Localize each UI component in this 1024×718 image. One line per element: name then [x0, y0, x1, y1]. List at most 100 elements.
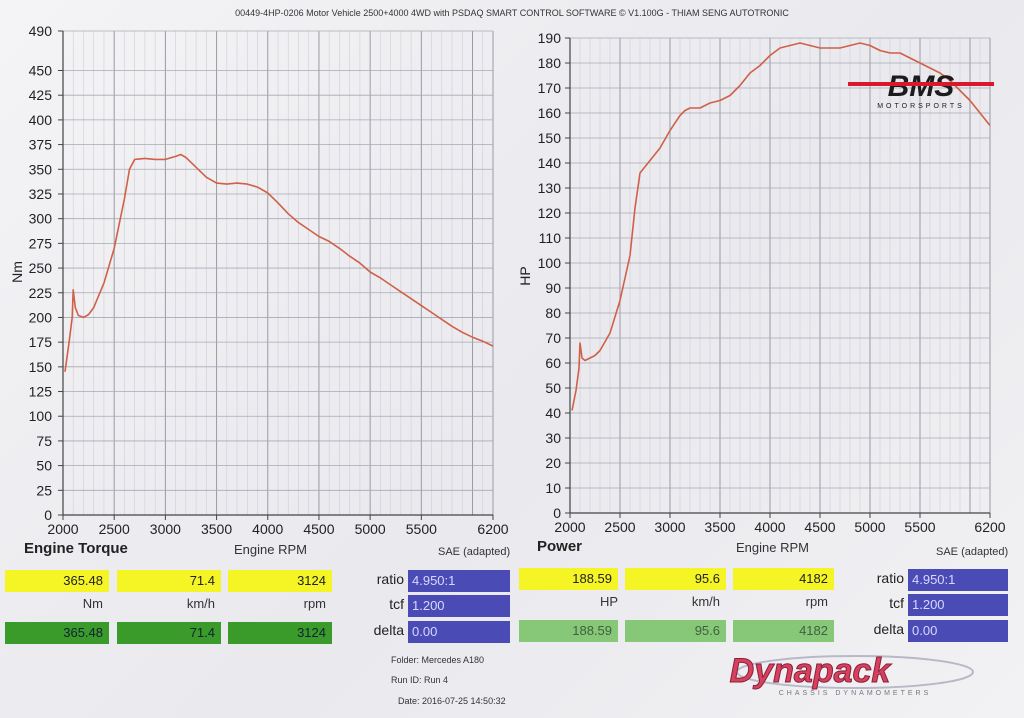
power-xtick-2: 3000 [654, 519, 685, 535]
power-rpm-value-2: 4182 [733, 620, 834, 642]
torque-xtick-7: 5500 [406, 521, 437, 537]
dynapack-logo-sub: CHASSIS DYNAMOMETERS [779, 690, 932, 697]
torque-unit: Nm [82, 596, 103, 611]
torque-ytick-12: 300 [29, 211, 53, 227]
power-ytick-19: 190 [538, 30, 562, 46]
torque-rpm-unit: rpm [303, 596, 326, 611]
power-tcf-value: 1.200 [908, 594, 1008, 616]
power-ytick-10: 100 [538, 255, 562, 271]
power-ytick-9: 90 [545, 280, 561, 296]
power-ytick-7: 70 [545, 330, 561, 346]
torque-ytick-6: 150 [29, 359, 53, 375]
power-ratio-value: 4.950:1 [908, 569, 1008, 591]
torque-xtick-8: 6200 [477, 521, 508, 537]
power-ytick-5: 50 [545, 380, 561, 396]
torque-ratio-label: ratio [376, 571, 404, 587]
torque-curve [64, 153, 494, 372]
power-speed-unit: km/h [691, 594, 720, 609]
torque-speed-unit: km/h [186, 596, 215, 611]
torque-rpm-value-2: 3124 [228, 622, 332, 644]
torque-ytick-0: 0 [44, 507, 52, 523]
power-xtick-3: 3500 [704, 519, 735, 535]
power-ytick-3: 30 [545, 430, 561, 446]
bms-logo: BMS MOTORSPORTS [848, 70, 994, 110]
power-ratio-label: ratio [876, 570, 904, 586]
bms-logo-sub: MOTORSPORTS [877, 103, 965, 110]
torque-value: 365.48 [5, 570, 109, 592]
power-delta-value: 0.00 [908, 620, 1008, 642]
power-speed-value-2: 95.6 [625, 620, 726, 642]
torque-ytick-3: 75 [36, 433, 52, 449]
power-xtick-6: 5000 [854, 519, 885, 535]
power-value: 188.59 [519, 568, 618, 590]
power-ytick-8: 80 [545, 305, 561, 321]
power-xtick-7: 5500 [904, 519, 935, 535]
torque-ytick-16: 400 [29, 112, 53, 128]
power-ytick-15: 150 [538, 130, 562, 146]
torque-ytick-9: 225 [29, 285, 53, 301]
torque-ytick-15: 375 [29, 137, 53, 153]
torque-xtick-5: 4500 [303, 521, 334, 537]
power-tcf-label: tcf [889, 595, 904, 611]
power-curve [571, 42, 991, 411]
torque-xtick-1: 2500 [99, 521, 130, 537]
header-text: 00449-4HP-0206 Motor Vehicle 2500+4000 4… [235, 8, 789, 18]
power-ytick-17: 170 [538, 80, 562, 96]
power-value-2: 188.59 [519, 620, 618, 642]
power-xlabel: Engine RPM [736, 540, 809, 555]
torque-ratio-value: 4.950:1 [408, 570, 510, 592]
torque-xtick-4: 4000 [252, 521, 283, 537]
torque-ytick-13: 325 [29, 186, 53, 202]
torque-xtick-0: 2000 [47, 521, 78, 537]
torque-rpm-value: 3124 [228, 570, 332, 592]
torque-xtick-6: 5000 [355, 521, 386, 537]
torque-ytick-18: 450 [29, 63, 53, 79]
power-speed-value: 95.6 [625, 568, 726, 590]
torque-ytick-10: 250 [29, 260, 53, 276]
torque-ylabel: Nm [9, 261, 25, 283]
torque-tcf-value: 1.200 [408, 595, 510, 617]
power-ytick-14: 140 [538, 155, 562, 171]
torque-xlabel: Engine RPM [234, 542, 307, 557]
torque-sae: SAE (adapted) [438, 546, 511, 558]
power-xtick-8: 6200 [974, 519, 1005, 535]
power-ytick-2: 20 [545, 455, 561, 471]
torque-ytick-7: 175 [29, 334, 53, 350]
power-unit: HP [599, 594, 618, 609]
torque-value-2: 365.48 [5, 622, 109, 644]
dynapack-logo: Dynapack CHASSIS DYNAMOMETERS [729, 652, 974, 697]
footer-run: Run ID: Run 4 [391, 675, 449, 685]
power-delta-label: delta [873, 621, 904, 637]
footer-date: Date: 2016-07-25 14:50:32 [398, 696, 506, 706]
torque-speed-value: 71.4 [117, 570, 221, 592]
power-xtick-1: 2500 [604, 519, 635, 535]
torque-delta-value: 0.00 [408, 621, 510, 643]
power-xtick-4: 4000 [754, 519, 785, 535]
power-ytick-11: 110 [539, 230, 562, 246]
torque-ytick-14: 350 [29, 161, 53, 177]
torque-tcf-label: tcf [389, 596, 404, 612]
power-ytick-12: 120 [538, 205, 562, 221]
torque-ytick-19: 490 [29, 23, 53, 39]
power-rpm-unit: rpm [805, 594, 828, 609]
power-title: Power [537, 538, 583, 555]
torque-xtick-3: 3500 [201, 521, 232, 537]
dynapack-logo-text: Dynapack [730, 652, 893, 690]
power-ytick-18: 180 [538, 55, 562, 71]
torque-xtick-2: 3000 [150, 521, 181, 537]
power-ytick-4: 40 [545, 405, 561, 421]
power-ytick-6: 60 [545, 355, 561, 371]
power-ytick-0: 0 [553, 505, 561, 521]
torque-ytick-4: 100 [29, 408, 53, 424]
power-ylabel: HP [517, 266, 533, 285]
power-ytick-16: 160 [538, 105, 562, 121]
torque-ytick-11: 275 [29, 235, 53, 251]
torque-delta-label: delta [373, 622, 404, 638]
torque-ytick-1: 25 [36, 482, 52, 498]
torque-ytick-5: 125 [29, 384, 53, 400]
torque-speed-value-2: 71.4 [117, 622, 221, 644]
torque-ytick-8: 200 [29, 309, 53, 325]
power-xtick-5: 4500 [804, 519, 835, 535]
